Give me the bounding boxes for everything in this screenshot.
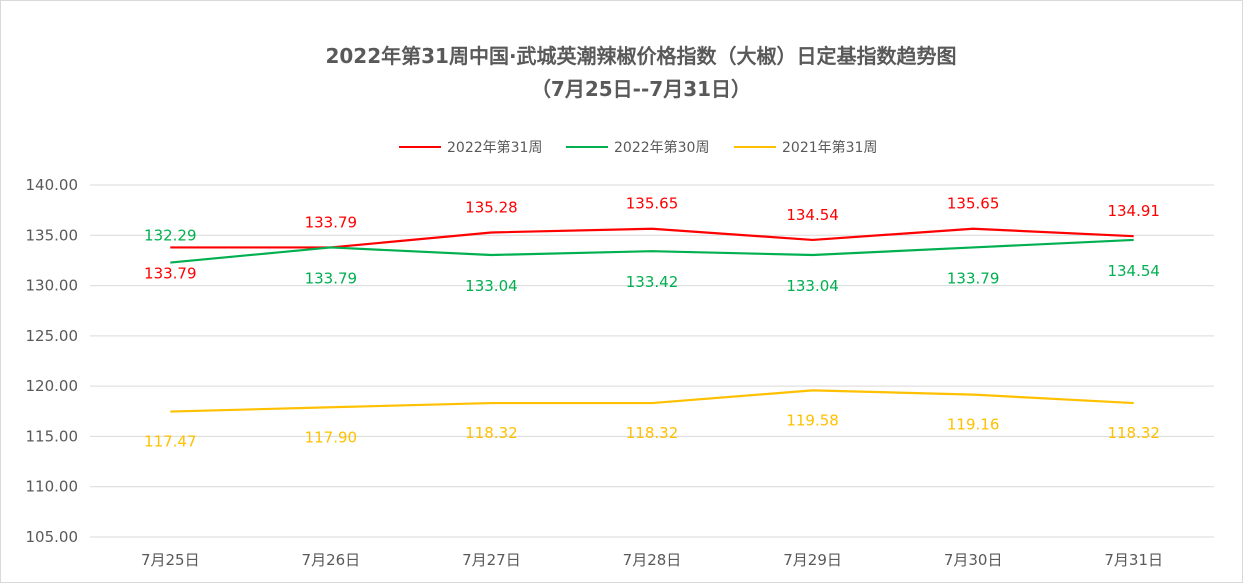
data-label: 134.54 — [1107, 262, 1160, 280]
y-tick-label: 105.00 — [26, 528, 79, 546]
chart-subtitle: （7月25日--7月31日） — [531, 77, 751, 101]
y-tick-label: 110.00 — [26, 478, 79, 496]
y-tick-label: 140.00 — [26, 176, 79, 194]
x-tick-label: 7月25日 — [141, 551, 200, 569]
y-tick-label: 135.00 — [26, 226, 79, 244]
legend-entry: 2022年第31周 — [447, 139, 542, 156]
data-label: 133.04 — [786, 277, 839, 295]
x-tick-label: 7月30日 — [944, 551, 1003, 569]
data-label: 118.32 — [626, 424, 679, 442]
y-tick-label: 115.00 — [26, 427, 79, 445]
series-line — [170, 227, 1134, 249]
data-label: 135.65 — [626, 195, 679, 213]
chart-title: 2022年第31周中国·武城英潮辣椒价格指数（大椒）日定基指数趋势图 — [325, 44, 956, 68]
x-tick-label: 7月28日 — [623, 551, 682, 569]
data-label: 118.32 — [1107, 424, 1160, 442]
data-label: 117.90 — [305, 428, 358, 446]
legend-entry: 2022年第30周 — [614, 139, 709, 156]
series-line — [170, 389, 1134, 413]
series-line — [170, 238, 1134, 264]
data-label: 119.58 — [786, 411, 839, 429]
data-label: 133.04 — [465, 277, 518, 295]
data-label: 133.79 — [144, 264, 197, 282]
data-label: 134.91 — [1107, 202, 1160, 220]
data-label: 133.79 — [947, 269, 1000, 287]
data-label: 132.29 — [144, 227, 197, 245]
data-label: 133.79 — [305, 269, 358, 287]
legend-entry: 2021年第31周 — [782, 139, 877, 156]
chart-legend: 2022年第31周 2022年第30周 2021年第31周 — [399, 139, 877, 156]
data-label: 135.28 — [465, 198, 518, 216]
y-tick-label: 125.00 — [26, 327, 79, 345]
gridlines — [90, 184, 1214, 538]
y-tick-label: 130.00 — [26, 277, 79, 295]
data-label: 118.32 — [465, 424, 518, 442]
data-label: 119.16 — [947, 416, 1000, 434]
x-tick-label: 7月27日 — [462, 551, 521, 569]
series-lines — [170, 227, 1134, 413]
y-tick-label: 120.00 — [26, 377, 79, 395]
x-tick-label: 7月26日 — [302, 551, 361, 569]
x-tick-label: 7月31日 — [1104, 551, 1163, 569]
data-label: 135.65 — [947, 195, 1000, 213]
data-label: 133.79 — [305, 213, 358, 231]
y-axis: 140.00 135.00 130.00 125.00 120.00 115.00 110.… — [26, 176, 79, 546]
data-labels: 133.79 132.29 117.47 133.79 133.79 117.90 135.… — [144, 195, 1160, 451]
x-tick-label: 7月29日 — [783, 551, 842, 569]
data-label: 133.42 — [626, 273, 679, 291]
x-axis: 7月25日 7月26日 7月27日 7月28日 7月29日 7月30日 7月31日 — [141, 551, 1163, 569]
data-label: 134.54 — [786, 206, 839, 224]
data-label: 117.47 — [144, 433, 197, 451]
